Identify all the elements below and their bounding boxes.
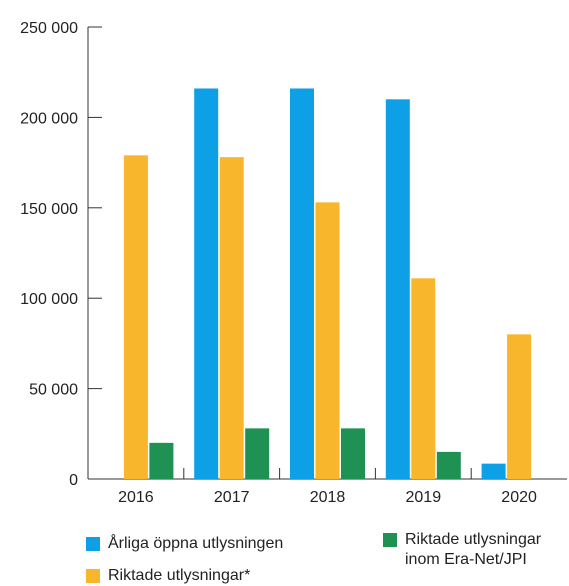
- legend-label-eranet-line2: inom Era-Net/JPI: [405, 551, 527, 568]
- bar-2018-series-1: [290, 88, 314, 480]
- bars: [123, 88, 532, 480]
- bar-2017-series-2: [219, 157, 244, 479]
- x-tick-label: 2016: [118, 489, 154, 506]
- bar-2017-series-3: [245, 428, 270, 479]
- x-tick-label: 2019: [406, 489, 442, 506]
- x-tick-label: 2017: [214, 489, 250, 506]
- x-tick-label: 2018: [310, 489, 346, 506]
- legend-swatch-arliga: [86, 537, 100, 551]
- bar-2020-series-2: [507, 334, 532, 479]
- bar-2019-series-2: [411, 278, 436, 479]
- y-tick-label: 100 000: [20, 291, 78, 308]
- y-tick-label: 200 000: [20, 110, 78, 127]
- bar-2019-series-3: [436, 451, 461, 479]
- x-axis: 2016 2017 2018 2019 2020: [88, 468, 567, 506]
- bar-2020-series-1: [481, 463, 506, 479]
- bar-2017-series-1: [194, 88, 219, 480]
- y-tick-label: 0: [69, 472, 78, 489]
- legend-swatch-eranet: [383, 533, 397, 547]
- bar-2016-series-3: [149, 442, 174, 479]
- bar-2016-series-2: [123, 155, 148, 480]
- legend-label-riktade: Riktade utlysningar*: [108, 567, 251, 584]
- bar-2018-series-3: [341, 428, 365, 479]
- bar-2018-series-2: [315, 202, 340, 479]
- y-tick-label: 250 000: [20, 20, 78, 37]
- y-tick-label: 150 000: [20, 201, 78, 218]
- x-tick-label: 2020: [501, 489, 537, 506]
- legend-label-eranet-line1: Riktade utlysningar: [405, 531, 542, 548]
- legend-swatch-riktade: [86, 569, 100, 583]
- bar-2019-series-1: [385, 99, 410, 479]
- y-axis: 0 50 000 100 000 150 000 200 000 250 000: [20, 20, 102, 489]
- y-tick-label: 50 000: [29, 382, 78, 399]
- legend-label-arliga: Årliga öppna utlysningen: [108, 535, 284, 552]
- bar-chart: 0 50 000 100 000 150 000 200 000 250 000 2016…: [20, 20, 567, 506]
